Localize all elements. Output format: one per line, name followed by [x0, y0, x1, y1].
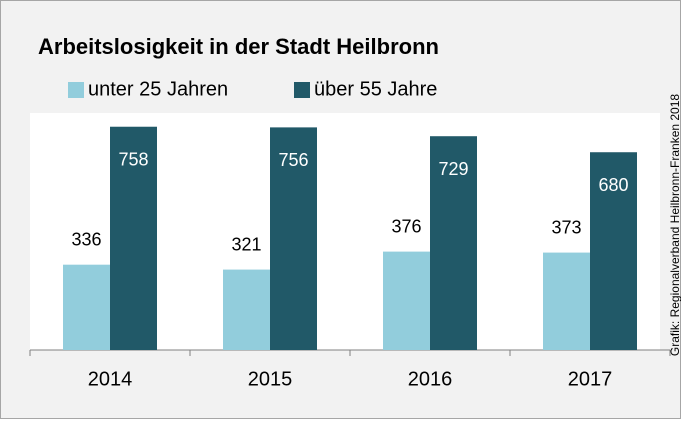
chart-title: Arbeitslosigkeit in der Stadt Heilbronn — [38, 34, 439, 59]
legend-label: über 55 Jahre — [314, 78, 437, 100]
bar — [270, 127, 317, 350]
value-label: 729 — [438, 159, 468, 179]
legend-label: unter 25 Jahren — [88, 78, 228, 100]
bar — [590, 152, 637, 350]
bar — [110, 126, 157, 351]
bar — [63, 264, 110, 350]
x-tick-label: 2017 — [568, 368, 613, 390]
x-tick-label: 2016 — [408, 368, 453, 390]
x-tick-label: 2014 — [88, 368, 133, 390]
legend-swatch — [294, 82, 310, 98]
bar — [383, 251, 430, 350]
legend-swatch — [68, 82, 84, 98]
value-label: 680 — [598, 175, 628, 195]
value-label: 758 — [118, 149, 148, 169]
bar — [223, 269, 270, 350]
bar — [543, 252, 590, 350]
bar — [430, 136, 477, 350]
value-label: 376 — [391, 216, 421, 236]
value-label: 336 — [71, 229, 101, 249]
value-label: 756 — [278, 150, 308, 170]
value-label: 373 — [551, 217, 581, 237]
source: Grafik: Regionalverband Heilbronn-Franke… — [668, 94, 681, 356]
value-label: 321 — [231, 234, 261, 254]
x-tick-label: 2015 — [248, 368, 293, 390]
